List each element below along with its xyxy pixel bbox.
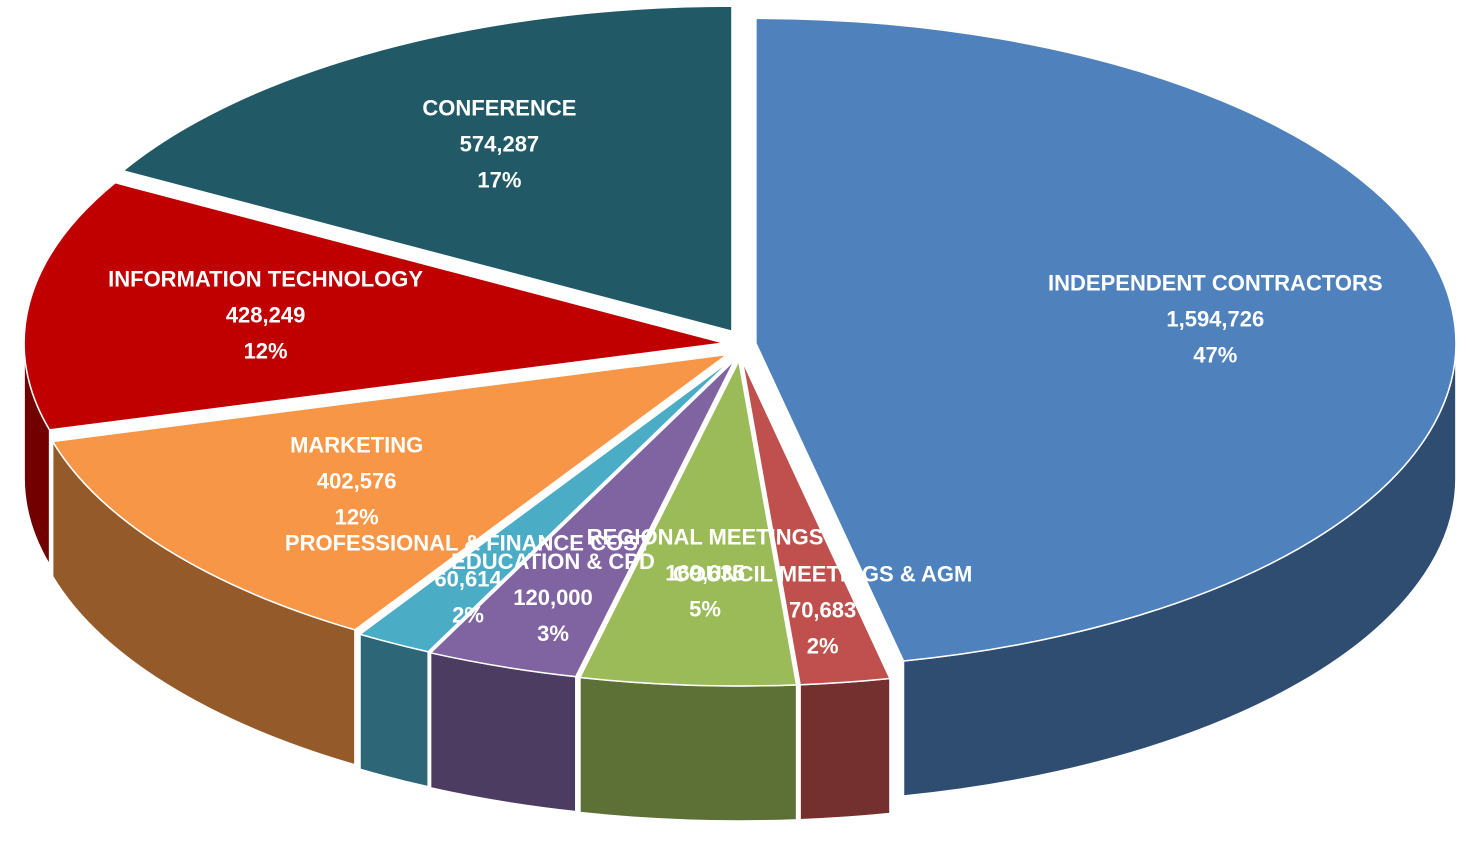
slice [121, 5, 733, 333]
category-label: CONFERENCE [422, 96, 576, 121]
slice [755, 17, 1457, 662]
slice-side [799, 677, 891, 821]
slice-side [359, 633, 429, 788]
slice [429, 359, 736, 678]
slice-side [429, 651, 577, 813]
side-walls [23, 343, 1457, 822]
percent-label: 47% [1193, 342, 1237, 367]
slice-side [579, 676, 798, 822]
percent-label: 3% [537, 621, 569, 646]
value-label: 169,635 [665, 561, 745, 586]
slice-tops [23, 5, 1457, 687]
slice [741, 360, 892, 686]
value-label: 120,000 [513, 585, 593, 610]
category-label: EDUCATION & CPD [451, 549, 655, 574]
percent-label: 5% [689, 597, 721, 622]
percent-label: 2% [452, 603, 484, 628]
value-label: 574,287 [460, 132, 540, 157]
percent-label: 2% [807, 633, 839, 658]
slice [358, 358, 733, 653]
percent-label: 12% [335, 505, 379, 530]
value-label: 402,576 [317, 469, 397, 494]
category-label: INFORMATION TECHNOLOGY [108, 267, 423, 292]
value-label: 60,614 [434, 567, 502, 592]
value-label: 1,594,726 [1166, 306, 1264, 331]
percent-label: 12% [244, 339, 288, 364]
value-label: 70,683 [789, 597, 856, 622]
category-label: INDEPENDENT CONTRACTORS [1048, 270, 1383, 295]
category-label: REGIONAL MEETINGS [587, 525, 824, 550]
slice [578, 358, 798, 687]
category-label: MARKETING [290, 433, 423, 458]
labels: INDEPENDENT CONTRACTORS 1,594,726 47% COUNC… [108, 96, 1382, 659]
value-label: 428,249 [226, 303, 306, 328]
percent-label: 17% [477, 168, 521, 193]
slice [51, 353, 730, 631]
slice [23, 181, 725, 431]
category-label: PROFESSIONAL & FINANCE COST [285, 531, 652, 556]
category-label: COUNCIL MEETINGS & AGM [673, 561, 972, 586]
